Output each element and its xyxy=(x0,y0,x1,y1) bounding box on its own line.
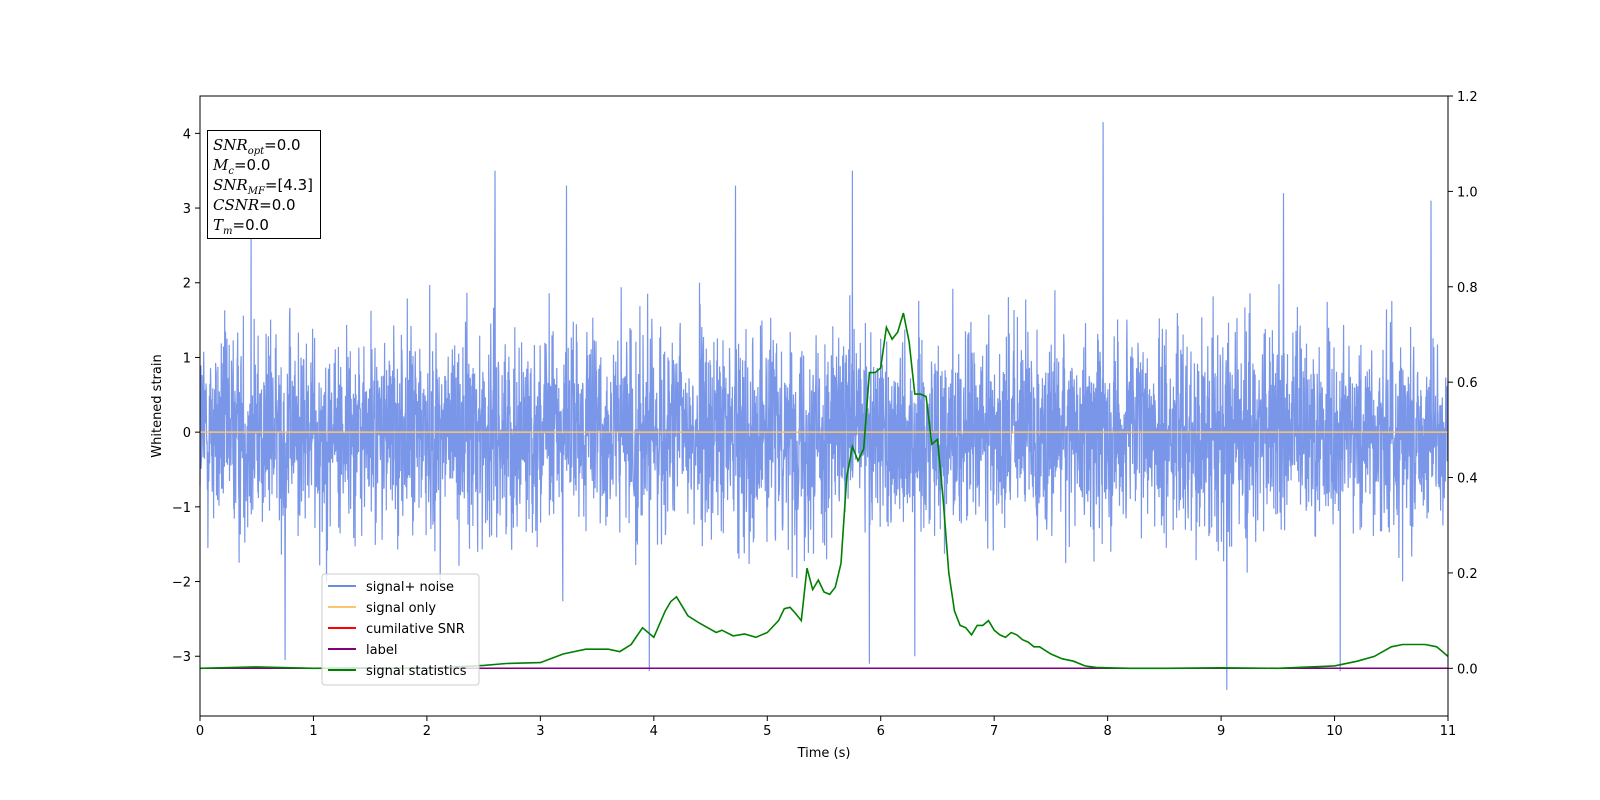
tm-value: =0.0 xyxy=(232,216,269,234)
tm-subscript: m xyxy=(223,226,233,237)
legend: signal+ noise signal only cumilative SNR la… xyxy=(321,573,480,686)
legend-box xyxy=(321,573,480,686)
y-tick-label: 1 xyxy=(183,351,191,366)
y-axis-ticks: 4 3 2 1 0 −1 −2 −3 xyxy=(172,127,200,665)
x-tick-label: 10 xyxy=(1326,724,1343,739)
y-tick-label: −2 xyxy=(172,576,191,591)
y2-tick-label: 0.0 xyxy=(1457,662,1478,677)
y-tick-label: 3 xyxy=(183,202,191,217)
snr-mf-row: SNRMF=[4.3] xyxy=(213,175,315,197)
x-tick-label: 7 xyxy=(990,724,998,739)
plot-frame xyxy=(199,95,1449,717)
legend-label: label xyxy=(366,643,397,658)
x-tick-label: 8 xyxy=(1103,724,1111,739)
mc-row: Mc=0.0 xyxy=(213,155,315,177)
y-tick-label: 4 xyxy=(183,127,191,142)
mc-symbol: M xyxy=(213,156,229,174)
csnr-row: CSNR=0.0 xyxy=(213,195,315,215)
signal-noise-series xyxy=(199,122,1449,690)
snr-opt-subscript: opt xyxy=(247,146,265,157)
mc-subscript: c xyxy=(228,166,234,177)
x-axis-ticks: 0 1 2 3 4 5 6 7 8 9 10 11 xyxy=(196,716,1456,739)
x-tick-label: 5 xyxy=(763,724,771,739)
snr-mf-symbol: SNR xyxy=(213,176,248,194)
signal-statistics-line xyxy=(199,312,1449,670)
y2-tick-label: 1.2 xyxy=(1457,90,1478,105)
y-axis-label: Whitened strain xyxy=(150,354,165,457)
y2-tick-label: 0.4 xyxy=(1457,472,1478,487)
x-tick-label: 11 xyxy=(1440,724,1457,739)
y2-tick-label: 0.2 xyxy=(1457,567,1478,582)
y2-tick-label: 0.8 xyxy=(1457,281,1478,296)
snr-opt-symbol: SNR xyxy=(213,136,248,154)
mc-value: =0.0 xyxy=(233,156,271,174)
csnr-value: =0.0 xyxy=(259,196,296,214)
legend-label: signal only xyxy=(366,601,436,616)
snr-mf-subscript: MF xyxy=(247,186,265,197)
x-tick-label: 6 xyxy=(877,724,885,739)
y-tick-label: 2 xyxy=(183,277,191,292)
legend-label: cumilative SNR xyxy=(366,622,465,637)
x-tick-label: 2 xyxy=(423,724,431,739)
tm-row: Tm=0.0 xyxy=(213,215,315,237)
legend-label: signal+ noise xyxy=(366,580,454,595)
x-axis-label: Time (s) xyxy=(797,746,851,761)
y2-tick-label: 1.0 xyxy=(1457,185,1478,200)
y2-axis-ticks: 1.2 1.0 0.8 0.6 0.4 0.2 0.0 xyxy=(1448,90,1478,677)
x-tick-label: 0 xyxy=(196,724,204,739)
x-tick-label: 4 xyxy=(650,724,658,739)
x-tick-label: 9 xyxy=(1217,724,1225,739)
signal-noise-line xyxy=(199,122,1449,690)
x-tick-label: 1 xyxy=(309,724,317,739)
signal-statistics-series xyxy=(199,312,1449,670)
snr-opt-value: =0.0 xyxy=(264,136,301,154)
x-tick-label: 3 xyxy=(536,724,544,739)
y2-tick-label: 0.6 xyxy=(1457,376,1478,391)
y-tick-label: −1 xyxy=(172,501,191,516)
y-tick-label: 0 xyxy=(183,426,191,441)
tm-symbol: T xyxy=(213,216,224,234)
legend-label: signal statistics xyxy=(366,664,467,679)
snr-mf-value: =[4.3] xyxy=(264,176,314,194)
snr-opt-row: SNRopt=0.0 xyxy=(213,135,315,157)
y-tick-label: −3 xyxy=(172,650,191,665)
csnr-symbol: CSNR xyxy=(213,196,260,214)
metrics-box: SNRopt=0.0 Mc=0.0 SNRMF=[4.3] CSNR=0.0 T… xyxy=(207,130,321,239)
